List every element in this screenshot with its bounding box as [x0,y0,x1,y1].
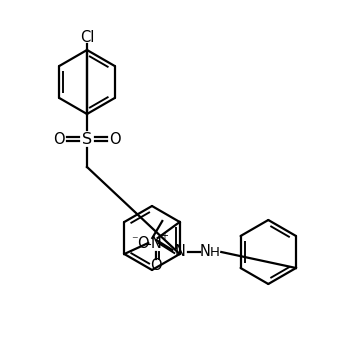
Text: O: O [150,259,162,273]
Text: +: + [160,231,168,241]
Text: ⁻: ⁻ [131,235,138,247]
Text: S: S [82,131,92,146]
Text: O: O [109,131,121,146]
Text: N: N [175,244,186,260]
Text: N: N [200,244,211,260]
Text: Cl: Cl [80,29,94,45]
Text: H: H [209,245,219,259]
Text: O: O [53,131,65,146]
Text: O: O [137,237,149,251]
Text: N: N [150,237,161,251]
